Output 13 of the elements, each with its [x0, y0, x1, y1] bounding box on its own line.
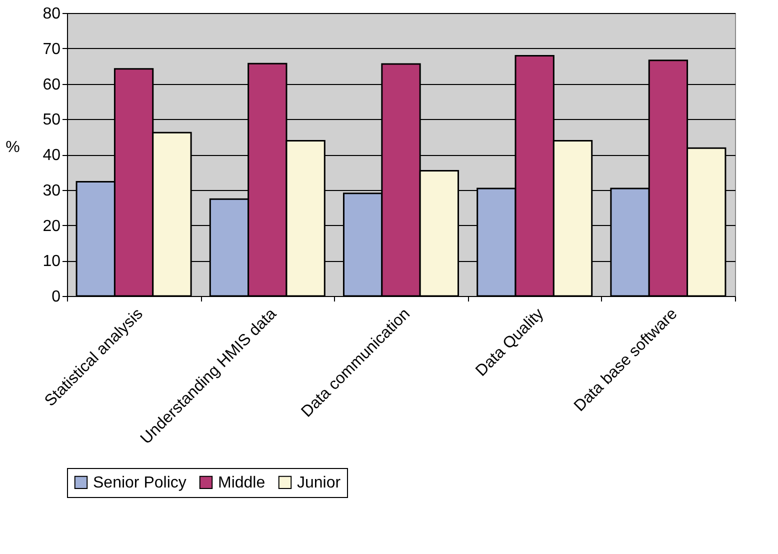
y-tick-label: 20 [42, 218, 61, 235]
y-tick-label: 0 [52, 288, 61, 306]
legend-label: Junior [297, 474, 342, 492]
y-tick-label: 30 [42, 182, 61, 200]
y-tick-label: 60 [42, 76, 61, 94]
legend-label: Senior Policy [93, 474, 186, 492]
y-tick-label: 10 [42, 253, 61, 270]
y-tick-label: 80 [42, 6, 61, 22]
y-tick-label: 50 [42, 112, 61, 129]
legend-label: Middle [218, 474, 266, 492]
y-tick-label: 70 [42, 40, 61, 58]
y-axis-title: % [6, 139, 20, 156]
y-tick-label: 40 [42, 147, 61, 164]
